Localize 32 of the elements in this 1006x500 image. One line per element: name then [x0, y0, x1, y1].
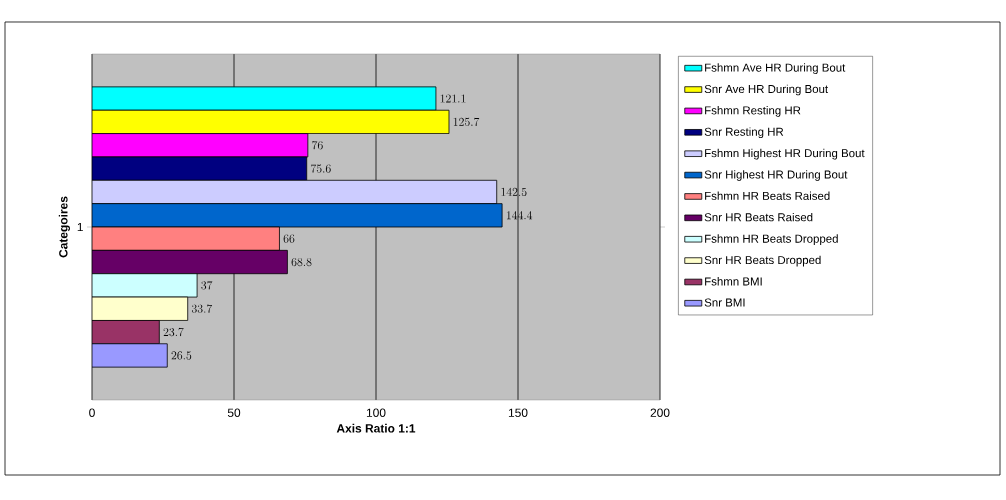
legend-label: Snr Highest HR During Bout [704, 170, 848, 181]
x-tick-label: 150 [508, 408, 528, 417]
x-tick-label: 100 [366, 408, 386, 417]
legend-label: Fshmn HR Beats Raised [705, 191, 830, 200]
legend-label: Snr HR Beats Dropped [704, 255, 821, 267]
data-label: 121 . 1 [440, 94, 466, 103]
data-label: 26.5 [171, 351, 192, 360]
data-label: 37 [201, 281, 213, 290]
legend-label: Snr Ave HR During Bout [704, 84, 829, 96]
legend-label: Fshmn BMI [705, 277, 762, 286]
data-label: 66 [283, 234, 295, 243]
data-label: 142.5 [501, 187, 527, 197]
data-label: 125.7 [453, 117, 480, 127]
y-axis-title: Categoires [58, 196, 70, 258]
legend-label: Snr HR Beats Raised [704, 212, 813, 222]
legend-label: Fshmn Resting HR [705, 106, 801, 117]
x-tick-label: 200 [650, 408, 670, 417]
data-label: 33.7 [191, 304, 213, 313]
legend-label: Snr Resting HR [704, 127, 784, 139]
data-label: 76 [312, 141, 323, 150]
x-tick-label: 0 [89, 408, 95, 417]
data-label: 75.6 [311, 164, 331, 173]
y-tick-label: 1 [77, 222, 83, 232]
data-label: 68.8 [291, 257, 312, 267]
data-label: 23.7 [163, 327, 184, 337]
legend-label: Snr BMI [704, 298, 745, 307]
legend-label: Fshmn Ave HR During Bout [705, 63, 846, 74]
x-axis-title: Axis Ratio 1:1 [336, 423, 416, 433]
data-label: 144.4 [506, 211, 533, 220]
x-tick-label: 50 [227, 408, 241, 417]
legend-label: Fshmn Highest HR During Bout [705, 148, 865, 160]
legend-label: Fshmn HR Beats Dropped [705, 234, 838, 245]
